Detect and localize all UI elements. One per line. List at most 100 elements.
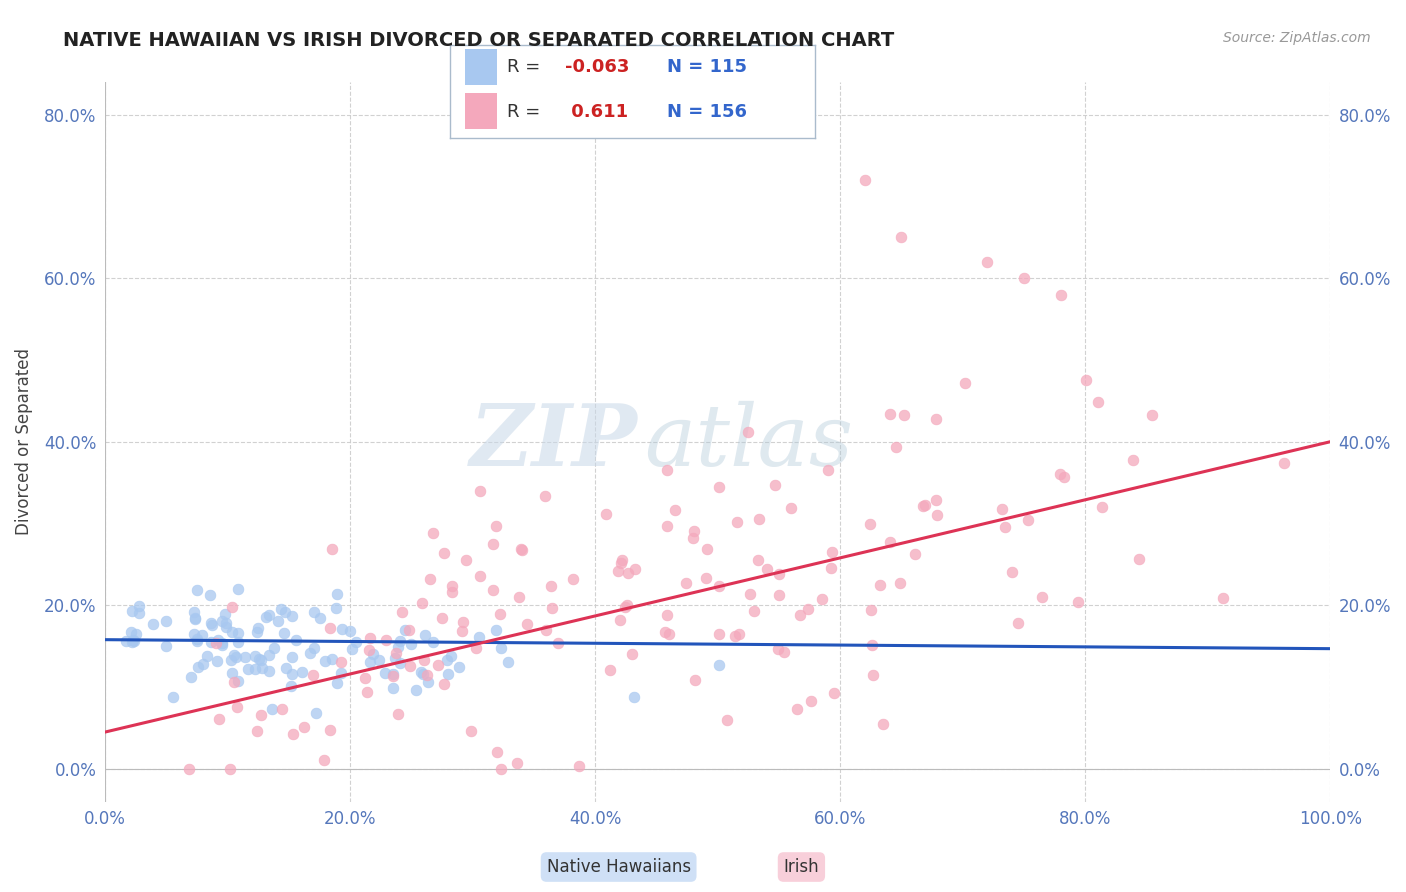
Point: [613, 600, 636, 615]
Point: [260, 702, 283, 716]
Point: [193, 657, 215, 671]
Point: [214, 607, 236, 621]
Point: [183, 626, 205, 640]
Point: [468, 568, 491, 582]
Point: [451, 624, 474, 639]
Point: [246, 621, 269, 635]
Point: [385, 646, 408, 660]
Point: [416, 675, 439, 690]
Point: [128, 606, 150, 620]
Point: [409, 665, 432, 679]
Point: [610, 553, 633, 567]
Point: [187, 659, 209, 673]
Point: [233, 650, 256, 665]
Point: [198, 589, 221, 603]
Point: [249, 653, 271, 667]
Point: [215, 615, 238, 630]
Point: [246, 624, 269, 639]
Point: [955, 376, 977, 390]
Point: [1128, 552, 1150, 566]
Point: [356, 685, 378, 699]
Point: [599, 664, 621, 678]
Point: [1076, 373, 1098, 387]
Point: [1272, 456, 1295, 470]
Text: Irish: Irish: [783, 858, 820, 876]
Point: [709, 657, 731, 672]
Point: [914, 498, 936, 512]
Point: [1067, 595, 1090, 609]
Point: [534, 623, 557, 637]
Point: [215, 620, 238, 634]
Point: [879, 407, 901, 421]
Point: [658, 627, 681, 641]
Point: [482, 537, 505, 551]
Point: [505, 756, 527, 770]
Point: [724, 629, 747, 643]
Point: [226, 626, 249, 640]
Point: [226, 674, 249, 689]
Point: [422, 634, 444, 648]
Point: [811, 592, 834, 607]
Point: [884, 440, 907, 454]
Point: [427, 658, 450, 673]
Point: [533, 489, 555, 503]
Point: [314, 654, 336, 668]
Point: [325, 601, 347, 615]
Y-axis label: Divorced or Separated: Divorced or Separated: [15, 348, 32, 535]
Point: [221, 624, 243, 639]
Point: [183, 605, 205, 619]
Point: [257, 665, 280, 679]
Point: [225, 649, 247, 664]
Point: [772, 645, 794, 659]
Point: [359, 655, 381, 669]
Point: [314, 753, 336, 767]
Point: [823, 686, 845, 700]
Point: [889, 576, 911, 591]
Point: [186, 632, 208, 646]
Point: [430, 611, 453, 625]
Text: NATIVE HAWAIIAN VS IRISH DIVORCED OR SEPARATED CORRELATION CHART: NATIVE HAWAIIAN VS IRISH DIVORCED OR SEP…: [63, 31, 894, 50]
Point: [399, 658, 422, 673]
Point: [657, 463, 679, 477]
Point: [124, 627, 146, 641]
Point: [879, 535, 901, 549]
Point: [695, 572, 717, 586]
Point: [382, 681, 405, 695]
Point: [860, 639, 883, 653]
Point: [305, 706, 328, 720]
Point: [616, 566, 638, 580]
Point: [200, 615, 222, 630]
Point: [738, 587, 761, 601]
Point: [1049, 467, 1071, 482]
Point: [207, 632, 229, 647]
Point: [454, 553, 477, 567]
Point: [797, 602, 820, 616]
Point: [276, 661, 298, 675]
Point: [447, 660, 470, 674]
Point: [716, 714, 738, 728]
Point: [387, 640, 409, 654]
Point: [302, 667, 325, 681]
Point: [359, 631, 381, 645]
Point: [121, 635, 143, 649]
Point: [419, 572, 441, 586]
Point: [292, 720, 315, 734]
Point: [183, 611, 205, 625]
Point: [281, 609, 304, 624]
Point: [221, 600, 243, 615]
Point: [482, 583, 505, 598]
Point: [789, 608, 811, 623]
Point: [609, 614, 631, 628]
Point: [281, 650, 304, 665]
Point: [381, 666, 404, 681]
Point: [654, 624, 676, 639]
Point: [280, 666, 302, 681]
Point: [142, 617, 165, 632]
Point: [359, 642, 381, 657]
Point: [509, 542, 531, 557]
Point: [329, 655, 352, 669]
Point: [236, 662, 259, 676]
Point: [263, 641, 285, 656]
Point: [374, 666, 396, 681]
Point: [610, 556, 633, 570]
